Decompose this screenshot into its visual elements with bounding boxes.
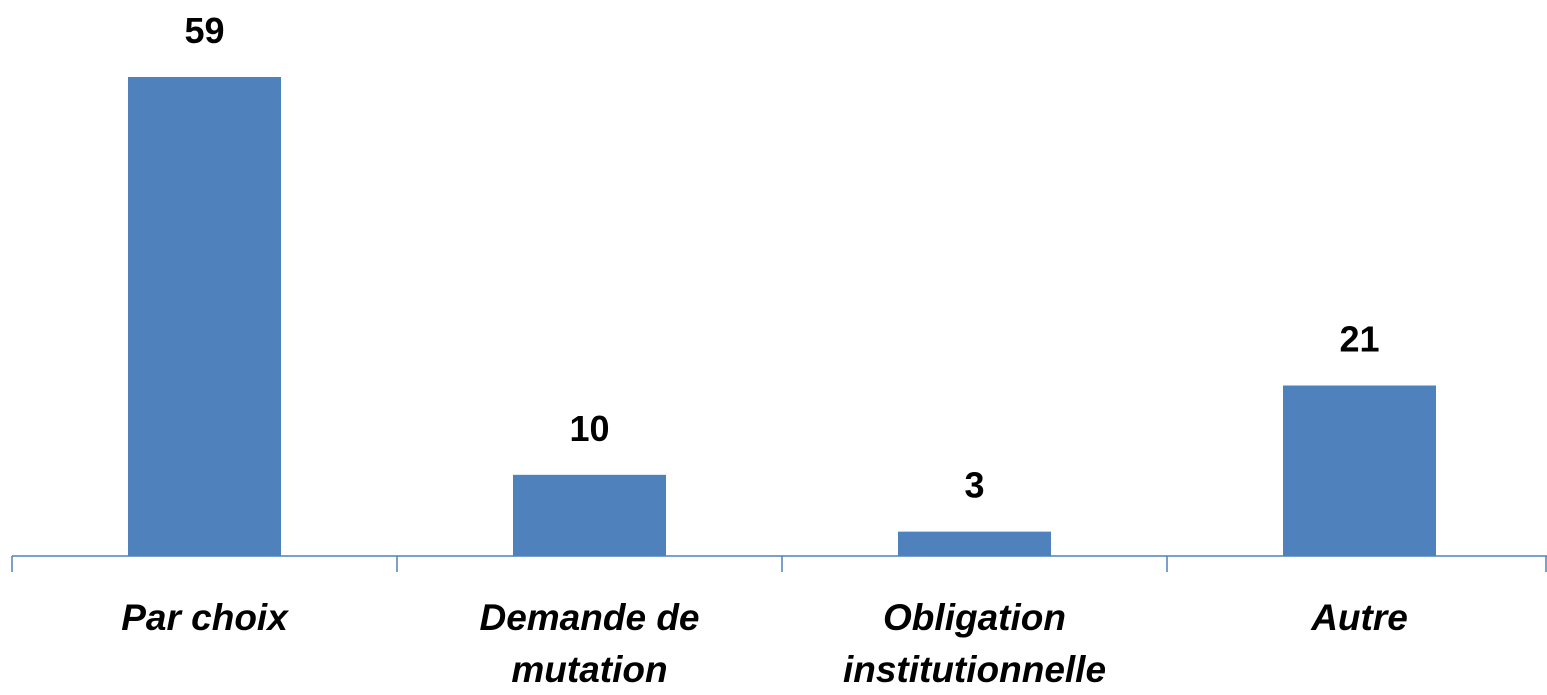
bar bbox=[1283, 385, 1436, 556]
x-tick-label-box: Autre bbox=[1167, 592, 1547, 644]
x-tick-label-box: Obligation institutionnelle bbox=[782, 592, 1167, 695]
x-tick-label-wrap: Par choix bbox=[12, 592, 397, 644]
x-tick-label-box: Demande de mutation bbox=[397, 592, 782, 695]
value-label: 10 bbox=[569, 408, 609, 449]
x-tick-label: Par choix bbox=[121, 597, 288, 638]
x-tick-label-wrap: Demande de mutation bbox=[397, 592, 782, 695]
x-tick-label-wrap: Obligation institutionnelle bbox=[782, 592, 1167, 695]
bar bbox=[513, 474, 666, 556]
x-tick-label-wrap: Autre bbox=[1167, 592, 1547, 644]
x-tick-label: Autre bbox=[1311, 597, 1408, 638]
value-label: 21 bbox=[1339, 319, 1379, 360]
bar bbox=[128, 77, 281, 556]
bar bbox=[898, 531, 1051, 556]
x-tick-label: Demande de mutation bbox=[479, 597, 700, 690]
value-label: 59 bbox=[184, 10, 224, 51]
x-tick-label-box: Par choix bbox=[12, 592, 397, 644]
x-tick-label: Obligation institutionnelle bbox=[842, 597, 1107, 690]
value-label: 3 bbox=[964, 465, 984, 506]
